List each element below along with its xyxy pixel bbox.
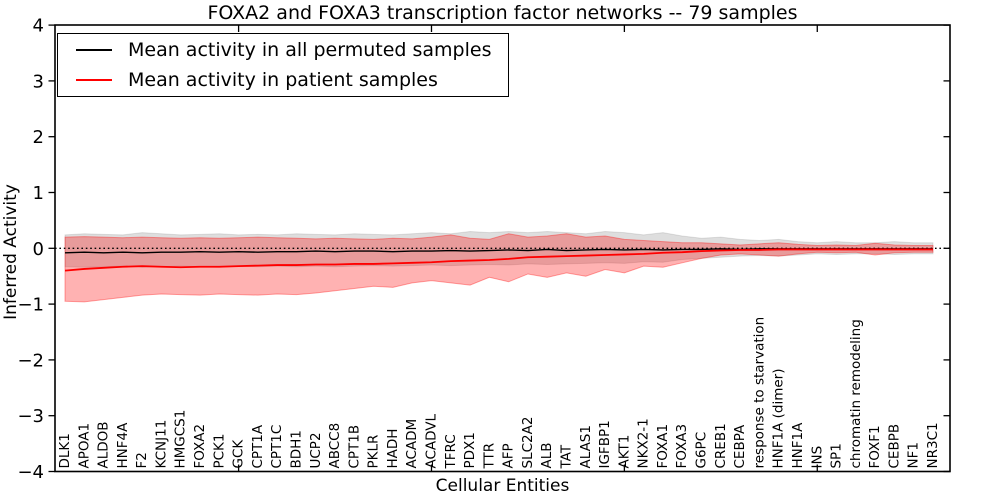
legend: Mean activity in all permuted samples Me… — [57, 33, 509, 97]
x-category-label: FOXA2 — [192, 424, 208, 469]
x-category-label: NKX2-1 — [636, 418, 652, 468]
y-tick-label: 4 — [33, 16, 44, 37]
y-tick-label: 0 — [33, 239, 44, 260]
x-category-label: PCK1 — [211, 433, 227, 468]
x-category-label: TAT — [559, 444, 575, 469]
x-category-label: FOXA3 — [674, 424, 690, 469]
y-tick-label: 3 — [33, 71, 44, 92]
x-category-label: ALAS1 — [578, 425, 594, 468]
x-axis-label: Cellular Entities — [435, 476, 570, 496]
y-tick-label: 2 — [33, 127, 44, 148]
legend-entry: Mean activity in all permuted samples — [58, 36, 508, 64]
x-category-label: FOXF1 — [867, 425, 883, 468]
x-category-label: ABCC8 — [327, 423, 343, 469]
x-category-label: chromatin remodeling — [848, 319, 864, 468]
chart-title: FOXA2 and FOXA3 transcription factor net… — [207, 2, 798, 24]
x-category-label: HMGCS1 — [173, 410, 189, 469]
x-category-label: HADH — [385, 429, 401, 469]
x-category-label: ALDOB — [96, 421, 112, 468]
x-category-label: PDX1 — [462, 432, 478, 468]
x-category-label: PKLR — [366, 435, 382, 469]
x-category-label: F2 — [134, 452, 150, 468]
x-category-label: response to starvation — [751, 317, 767, 469]
x-category-label: CREB1 — [713, 423, 729, 468]
legend-entry: Mean activity in patient samples — [58, 66, 508, 94]
x-category-label: ACADM — [404, 419, 420, 469]
x-category-label: CPT1A — [250, 424, 266, 468]
x-category-label: AFP — [501, 443, 517, 468]
x-category-label: SLC2A2 — [520, 417, 536, 469]
x-category-label: INS — [809, 446, 825, 469]
y-tick-label: −4 — [17, 462, 44, 483]
x-category-label: HNF1A (dimer) — [771, 369, 787, 469]
x-category-label: HNF1A — [790, 422, 806, 469]
x-category-label: CPT1C — [269, 425, 285, 469]
x-category-label: KCNJ11 — [153, 420, 169, 469]
y-tick-label: 1 — [33, 183, 44, 204]
x-category-label: CPT1B — [346, 425, 362, 469]
y-tick-label: −1 — [17, 295, 44, 316]
legend-line-patient — [76, 79, 112, 81]
legend-line-permuted — [76, 49, 112, 51]
x-category-label: DLK1 — [57, 433, 73, 468]
x-category-label: HNF4A — [115, 422, 131, 469]
x-category-label: NF1 — [906, 442, 922, 468]
patient-mean-line — [64, 248, 934, 272]
x-category-label: BDH1 — [288, 430, 304, 468]
legend-label: Mean activity in patient samples — [128, 69, 438, 91]
x-category-label: AKT1 — [616, 435, 632, 469]
x-category-label: TTR — [481, 443, 497, 470]
x-category-label: GCK — [231, 439, 247, 469]
x-category-label: SP1 — [829, 443, 845, 468]
x-category-label: G6PC — [694, 432, 710, 469]
legend-label: Mean activity in all permuted samples — [128, 39, 492, 61]
x-category-label: CEBPB — [886, 424, 902, 469]
x-category-label: NR3C1 — [925, 422, 941, 468]
x-category-label: UCP2 — [308, 432, 324, 468]
x-category-label: CEBPA — [732, 424, 748, 468]
permuted-band — [64, 231, 934, 268]
x-category-label: FOXA1 — [655, 424, 671, 469]
x-category-label: ALB — [539, 442, 555, 468]
x-category-label: IGFBP1 — [597, 420, 613, 468]
x-category-label: APOA1 — [76, 423, 92, 469]
x-category-label: ACADVL — [423, 413, 439, 468]
y-tick-label: −2 — [17, 350, 44, 371]
y-tick-label: −3 — [17, 406, 44, 427]
x-category-label: TFRC — [443, 434, 459, 469]
